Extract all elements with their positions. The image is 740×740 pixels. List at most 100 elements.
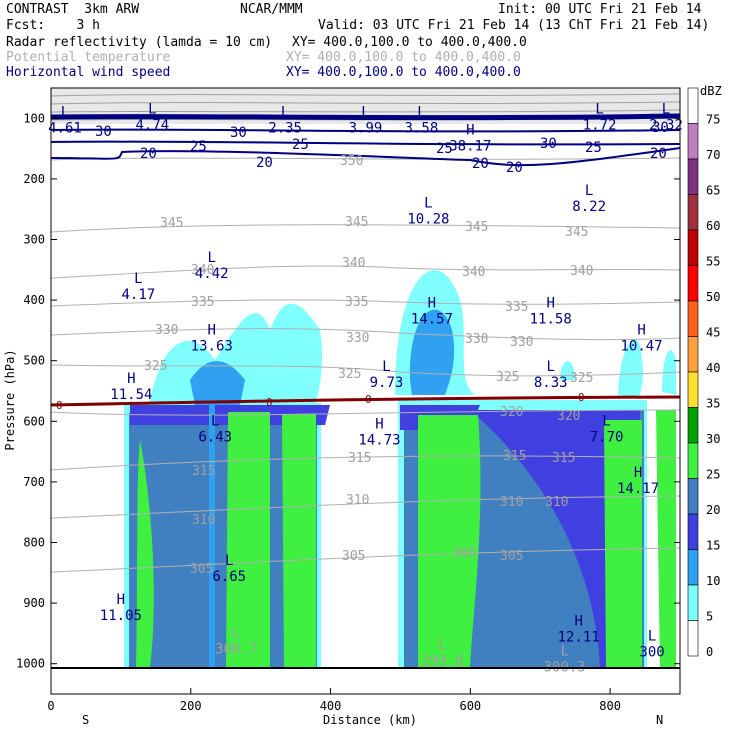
theta-label: 350	[340, 154, 363, 169]
freezing-level-label-right: 0	[578, 391, 585, 404]
marker-value: 3.99	[349, 120, 383, 136]
x-tick-label: 800	[599, 699, 621, 713]
plot-frame	[50, 87, 681, 695]
theta-label: 345	[160, 216, 183, 231]
y-tick-label: 200	[23, 172, 45, 186]
wind-labels: 30 30 30 30 25 25 25 25 20 20 20 20 20	[95, 120, 669, 176]
marker-type: L	[225, 553, 233, 569]
theta-labels: 350 345 345 345 345 340 340 340 340 335 …	[144, 154, 593, 577]
marker-value: 2.32	[649, 117, 683, 133]
y-tick-label: 500	[23, 354, 45, 368]
y-tick-label: 400	[23, 293, 45, 307]
colorbar-level: 45	[706, 326, 720, 340]
x-axis-north-label: N	[656, 713, 663, 727]
model-title: CONTRAST 3km ARW	[6, 2, 140, 17]
marker-value: 4.74	[135, 117, 169, 133]
marker-value: 13.63	[191, 339, 233, 355]
marker-value: 7.70	[590, 429, 624, 445]
wind-label: 25	[436, 141, 453, 157]
colorbar-level: 60	[706, 219, 720, 233]
marker-type: L	[424, 195, 432, 211]
colorbar-swatch	[687, 229, 699, 266]
marker-value: 300	[639, 645, 664, 661]
wind-label: 20	[506, 160, 523, 176]
colorbar-level: 70	[706, 148, 720, 162]
x-tick-label: 400	[320, 699, 342, 713]
theta-label: 325	[144, 359, 167, 374]
y-tick-label: 1000	[16, 657, 45, 671]
theta-label: 325	[338, 367, 361, 382]
wind-label: 30	[230, 125, 247, 141]
marker-type: L	[361, 104, 369, 120]
field-reflectivity-xy: XY= 400.0,100.0 to 400.0,400.0	[292, 35, 527, 50]
theta-contours	[50, 157, 681, 573]
wind-label: 25	[292, 137, 309, 153]
marker-type: L	[61, 104, 69, 120]
y-tick-label: 300	[23, 233, 45, 247]
theta-label: 310	[500, 495, 523, 510]
theta-label: 345	[345, 215, 368, 230]
x-tick-label: 0	[47, 699, 54, 713]
theta-label: 320	[500, 405, 523, 420]
marker-type: H	[127, 371, 135, 387]
marker-type: L	[208, 250, 216, 266]
colorbar-level: 75	[706, 113, 720, 127]
marker-value: 10.28	[407, 211, 449, 227]
marker-value: 299.8	[421, 654, 463, 670]
theta-label: 330	[346, 331, 369, 346]
field-wind-label: Horizontal wind speed	[6, 65, 171, 80]
y-tick-label: 900	[23, 596, 45, 610]
hl-markers: L4.61L4.74L2.35L3.99L3.58L1.72L2.32H38.1…	[48, 101, 683, 675]
theta-label: 310	[545, 495, 568, 510]
wind-label: 25	[190, 139, 207, 155]
colorbar-swatch	[687, 300, 699, 337]
y-tick-label: 600	[23, 414, 45, 428]
marker-value: 6.43	[198, 429, 232, 445]
theta-label: 315	[503, 449, 526, 464]
marker-type: H	[466, 123, 474, 139]
org-label: NCAR/MMM	[240, 2, 303, 17]
colorbar-level: 35	[706, 397, 720, 411]
theta-label: 315	[552, 451, 575, 466]
marker-value: 10.47	[620, 339, 662, 355]
wind-label: 30	[95, 124, 112, 140]
wind-label: 20	[650, 146, 667, 162]
marker-type: H	[428, 295, 436, 311]
theta-label: 340	[191, 263, 214, 278]
colorbar-swatch	[687, 123, 699, 160]
marker-value: 6.65	[212, 569, 246, 585]
marker-type: H	[637, 323, 645, 339]
marker-value: 4.42	[195, 266, 229, 282]
colorbar-swatch	[687, 620, 699, 657]
theta-label: 335	[505, 300, 528, 315]
valid-time: Valid: 03 UTC Fri 21 Feb 14 (13 ChT Fri …	[318, 18, 710, 33]
marker-type: L	[438, 638, 446, 654]
x-tick-label: 600	[459, 699, 481, 713]
theta-label: 315	[348, 451, 371, 466]
marker-type: L	[134, 271, 142, 287]
forecast-hour: Fcst: 3 h	[6, 18, 100, 33]
marker-type: L	[546, 359, 554, 375]
wind-label: 20	[472, 156, 489, 172]
theta-label: 305	[453, 546, 476, 561]
marker-type: H	[208, 323, 216, 339]
marker-value: 11.58	[530, 311, 572, 327]
marker-value: 4.61	[48, 120, 82, 136]
theta-label: 340	[342, 256, 365, 271]
theta-label: 345	[565, 225, 588, 240]
theta-label: 330	[465, 332, 488, 347]
marker-type: H	[574, 613, 582, 629]
colorbar-level: 65	[706, 184, 720, 198]
marker-value: 9.73	[370, 375, 404, 391]
colorbar-swatch	[687, 442, 699, 479]
theta-label: 330	[510, 335, 533, 350]
theta-label: 330	[155, 323, 178, 338]
marker-value: 300.7	[215, 642, 257, 658]
marker-value: 3.58	[405, 120, 439, 136]
marker-type: L	[211, 413, 219, 429]
colorbar-level: 20	[706, 503, 720, 517]
refl-region-15dbz	[470, 410, 640, 668]
theta-label: 305	[500, 549, 523, 564]
